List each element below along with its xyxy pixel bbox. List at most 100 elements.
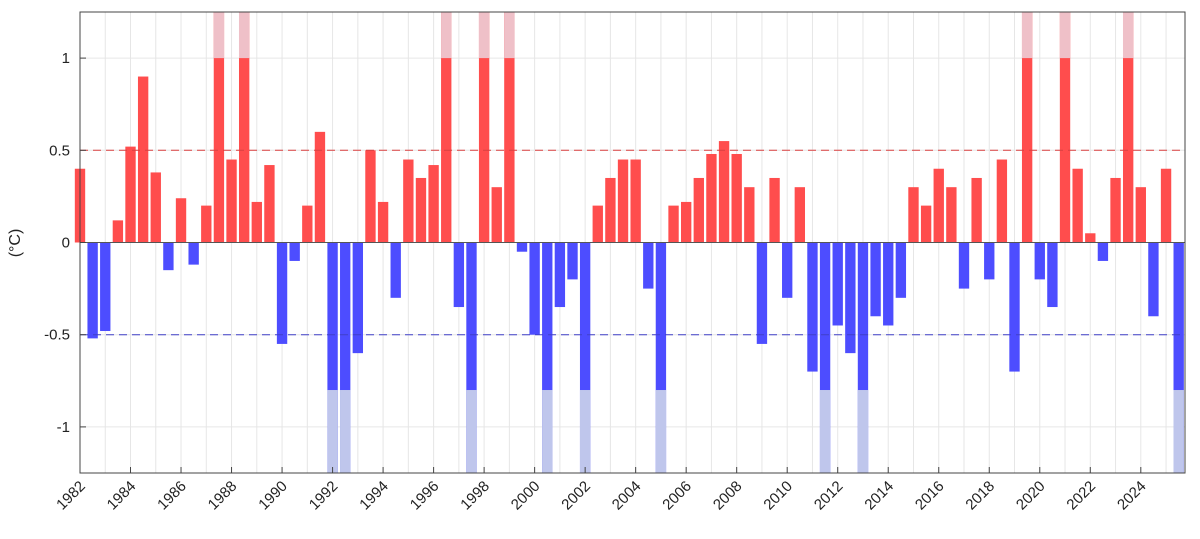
anomaly-bar (958, 242, 970, 289)
anomaly-bar (453, 242, 465, 308)
anomaly-bar (706, 153, 717, 243)
x-tick-label: 2004 (609, 478, 645, 514)
x-tick-label: 2018 (962, 478, 998, 514)
anomaly-bar (175, 198, 187, 243)
extreme-bar-cap (213, 12, 225, 59)
extreme-bar-cap (819, 390, 831, 473)
y-axis-label: (°C) (7, 229, 24, 258)
extreme-bar-cap (542, 390, 553, 473)
anomaly-bar (478, 12, 490, 243)
anomaly-bar (883, 242, 894, 326)
anomaly-bar (137, 76, 149, 243)
anomaly-bar (718, 141, 730, 243)
anomaly-bar (251, 201, 262, 243)
anomaly-bar (1173, 242, 1184, 473)
anomaly-bar (933, 168, 944, 243)
extreme-bar-cap (857, 390, 869, 473)
anomaly-bar (238, 12, 250, 243)
anomaly-bar (996, 159, 1008, 243)
anomaly-bar (845, 242, 856, 354)
anomaly-bar (870, 242, 881, 317)
anomaly-bar (756, 242, 768, 344)
anomaly-bar (1148, 242, 1159, 317)
anomaly-bar (1122, 12, 1134, 243)
anomaly-bars (74, 12, 1184, 473)
anomaly-bar (1097, 242, 1109, 261)
anomaly-bar (617, 159, 629, 243)
x-tick-label: 2002 (558, 478, 594, 514)
x-tick-label: 2010 (760, 478, 796, 514)
x-tick-label: 2020 (1013, 478, 1049, 514)
anomaly-bar (1021, 12, 1033, 243)
x-tick-label: 1996 (407, 478, 443, 514)
anomaly-bar (819, 242, 831, 473)
anomaly-bar (794, 187, 806, 243)
anomaly-bar (668, 205, 679, 243)
anomaly-bar (630, 159, 641, 243)
anomaly-bar (680, 201, 692, 243)
anomaly-bar (579, 242, 591, 473)
anomaly-bar (415, 177, 427, 243)
anomaly-bar (441, 12, 452, 243)
anomaly-bar (264, 165, 275, 243)
anomaly-bar (1047, 242, 1058, 308)
extreme-bar-cap (504, 12, 515, 59)
x-tick-label: 2012 (811, 478, 847, 514)
extreme-bar-cap (478, 12, 490, 59)
x-tick-label: 1994 (356, 478, 392, 514)
x-tick-label: 2008 (710, 478, 746, 514)
anomaly-bar (365, 150, 376, 243)
anomaly-bar (895, 242, 907, 298)
anomaly-bar (314, 131, 326, 243)
x-tick-label: 2006 (659, 478, 695, 514)
extreme-bar-cap (441, 12, 452, 59)
x-tick-label: 1986 (154, 478, 190, 514)
x-tick-label: 2024 (1114, 478, 1150, 514)
anomaly-bar (1034, 242, 1045, 280)
anomaly-bar (1009, 242, 1020, 372)
y-tick-label: 1 (62, 50, 70, 67)
anomaly-bar (87, 242, 98, 339)
anomaly-bar (807, 242, 818, 372)
x-tick-label: 1984 (104, 478, 140, 514)
anomaly-bar (554, 242, 566, 308)
anomaly-bar (971, 177, 982, 243)
anomaly-bar (655, 242, 667, 473)
anomaly-bar (504, 12, 515, 243)
x-tick-label: 2014 (861, 478, 897, 514)
extreme-bar-cap (466, 390, 477, 473)
anomaly-bar (782, 242, 793, 298)
anomaly-bar (403, 159, 414, 243)
extreme-bar-cap (238, 12, 250, 59)
anomaly-bar (1085, 233, 1096, 243)
y-tick-label: -1 (57, 419, 70, 436)
anomaly-bar (226, 159, 237, 243)
anomaly-bar (908, 187, 919, 243)
anomaly-bar (112, 220, 124, 243)
extreme-bar-cap (579, 390, 591, 473)
extreme-bar-cap (327, 390, 338, 473)
anomaly-bar (466, 242, 477, 473)
reference-lines (80, 149, 1185, 336)
anomaly-bar (100, 242, 111, 332)
anomaly-bar (832, 242, 843, 326)
extreme-bar-cap (1173, 390, 1184, 473)
anomaly-bar (352, 242, 364, 354)
y-tick-label: 0 (62, 235, 70, 252)
anomaly-bar (150, 172, 161, 243)
extreme-bar-cap (1122, 12, 1134, 59)
anomaly-bar (529, 242, 540, 335)
anomaly-bar (188, 242, 199, 265)
anomaly-bar (428, 165, 439, 243)
x-tick-label: 1988 (205, 478, 241, 514)
y-tick-label: -0.5 (44, 327, 70, 344)
anomaly-bar (327, 242, 338, 473)
anomaly-bar (1059, 12, 1071, 243)
anomaly-bar (731, 153, 742, 243)
anomaly-bar (567, 242, 578, 280)
anomaly-bar (340, 242, 351, 473)
x-tick-label: 1982 (53, 478, 89, 514)
anomaly-bar (946, 187, 957, 243)
anomaly-bar (390, 242, 401, 298)
